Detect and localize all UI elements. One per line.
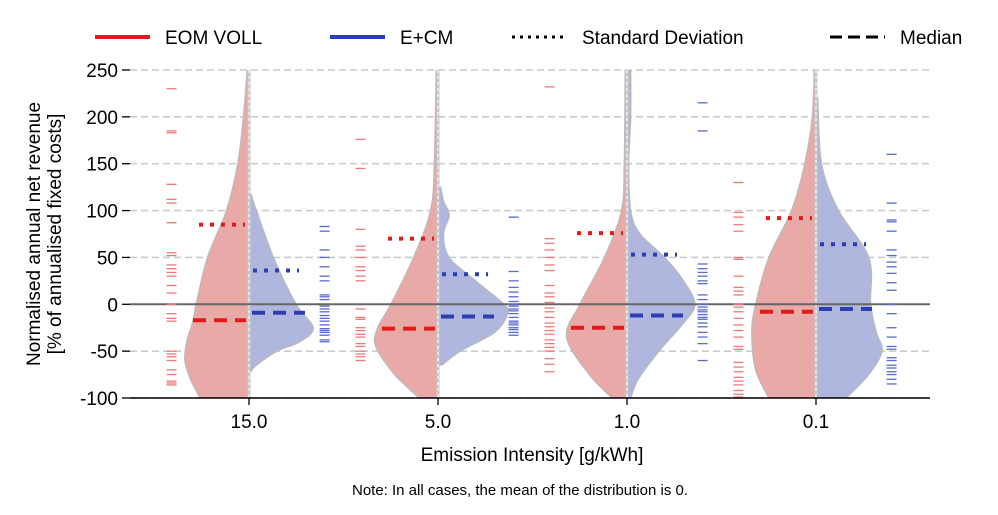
y-axis-label-line2: [% of annualised fixed costs]	[45, 114, 66, 355]
y-tick-label: 150	[86, 155, 118, 176]
y-tick-label: -100	[80, 389, 118, 410]
note: Note: In all cases, the mean of the dist…	[352, 482, 688, 499]
y-axis-label-line1: Normalised annual net revenue	[24, 102, 45, 366]
x-tick-label: 15.0	[231, 412, 268, 433]
legend-label-2: Standard Deviation	[582, 28, 744, 49]
plot-area	[130, 70, 930, 398]
x-tick-label: 0.1	[803, 412, 829, 433]
y-tick-label: -50	[91, 342, 118, 363]
legend: EOM VOLL E+CM Standard Deviation Median	[95, 28, 962, 49]
y-tick-label: 100	[86, 202, 118, 223]
x-tick-label: 1.0	[614, 412, 640, 433]
y-tick-label: 50	[97, 248, 118, 269]
legend-label-0: EOM VOLL	[165, 28, 262, 49]
ecm-violin	[626, 70, 696, 398]
axes: -100 -50 0 50 100 150 200 250 15.0 5.0 1.0 0.1	[80, 61, 930, 433]
x-tick-label: 5.0	[425, 412, 451, 433]
y-tick-label: 250	[86, 61, 118, 82]
legend-label-3: Median	[900, 28, 962, 49]
eom-violin	[183, 70, 250, 398]
x-axis-label: Emission Intensity [g/kWh]	[421, 445, 644, 466]
ecm-violin	[815, 97, 883, 398]
y-tick-label: 0	[107, 295, 118, 316]
eom-violin	[565, 70, 628, 398]
legend-label-1: E+CM	[400, 28, 453, 49]
ecm-violin	[248, 193, 314, 373]
ecm-violin	[437, 186, 510, 366]
eom-violin	[751, 70, 817, 398]
eom-violin	[373, 70, 439, 398]
y-tick-label: 200	[86, 108, 118, 129]
